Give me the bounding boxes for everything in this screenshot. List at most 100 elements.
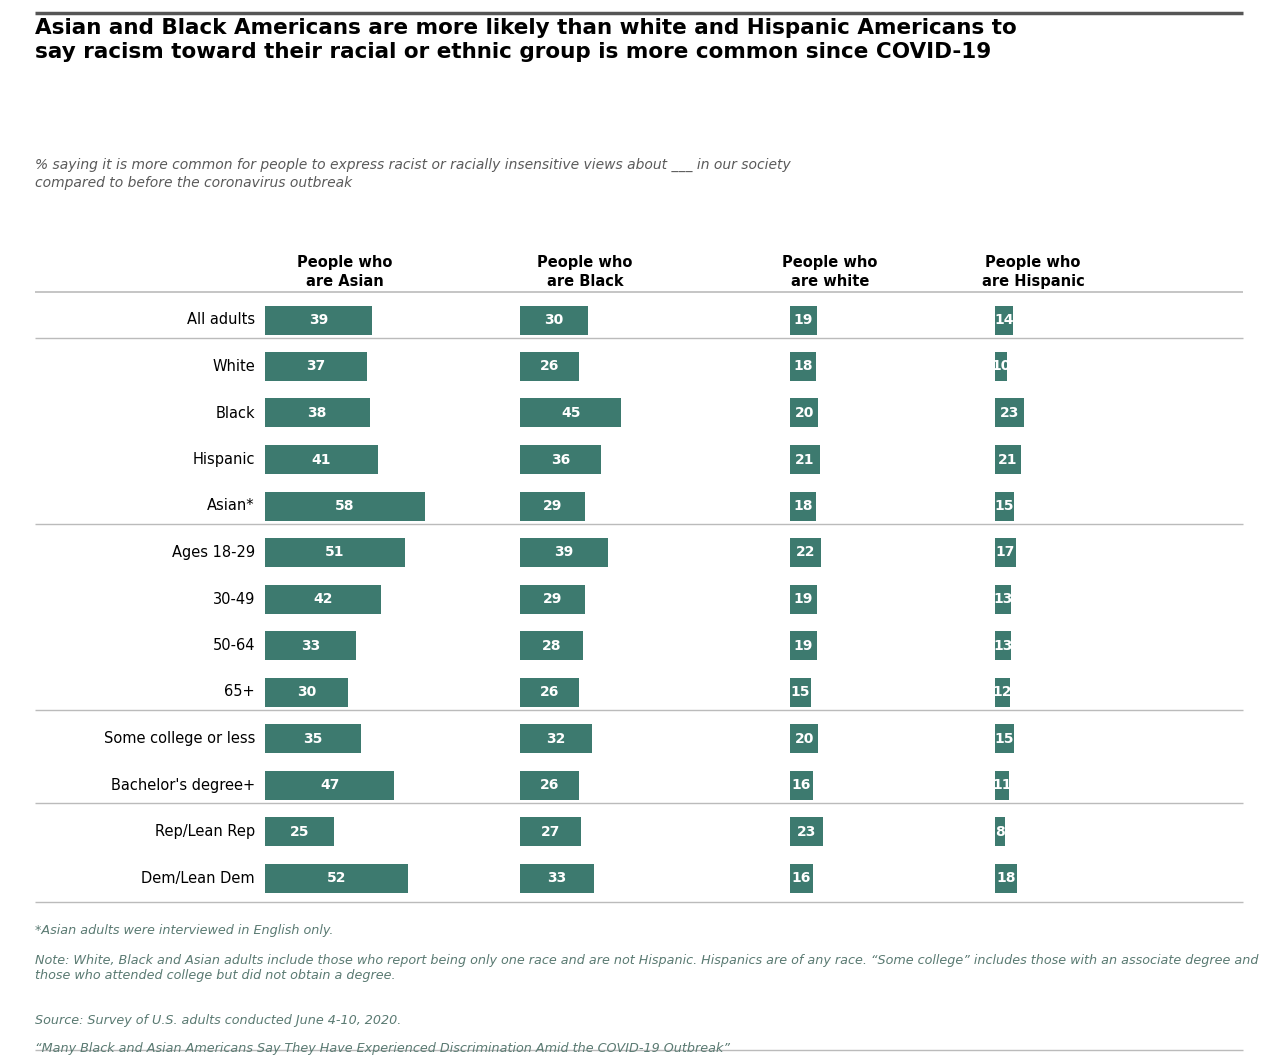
Text: 29: 29 [543, 592, 562, 606]
Bar [995, 678, 1011, 706]
Text: 37: 37 [307, 360, 326, 374]
Bar [265, 678, 347, 706]
Bar [995, 445, 1021, 474]
Text: *Asian adults were interviewed in English only.: *Asian adults were interviewed in Englis… [36, 924, 333, 937]
Bar [995, 538, 1016, 567]
Bar [790, 492, 815, 520]
Text: 41: 41 [312, 452, 331, 466]
Text: 39: 39 [309, 313, 328, 327]
Bar [520, 445, 601, 474]
Bar [520, 678, 578, 706]
Bar [265, 771, 394, 800]
Bar [995, 398, 1023, 428]
Bar [520, 724, 592, 753]
Text: 65+: 65+ [224, 685, 255, 700]
Bar [265, 398, 369, 428]
Bar [790, 631, 817, 660]
Bar [265, 631, 356, 660]
Text: % saying it is more common for people to express racist or racially insensitive : % saying it is more common for people to… [36, 158, 791, 190]
Text: 18: 18 [997, 871, 1016, 885]
Text: People who
are white: People who are white [782, 255, 877, 289]
Text: 21: 21 [795, 452, 814, 466]
Text: 12: 12 [993, 685, 1012, 699]
Text: 38: 38 [308, 406, 327, 419]
Text: 8: 8 [995, 824, 1004, 839]
Text: 30: 30 [544, 313, 563, 327]
Bar [265, 306, 373, 335]
Bar [520, 584, 586, 614]
Text: Rep/Lean Rep: Rep/Lean Rep [155, 824, 255, 839]
Bar [790, 678, 812, 706]
Text: 35: 35 [303, 732, 323, 746]
Text: 14: 14 [994, 313, 1013, 327]
Bar [995, 817, 1006, 846]
Text: Source: Survey of U.S. adults conducted June 4-10, 2020.: Source: Survey of U.S. adults conducted … [36, 1014, 401, 1027]
Text: 28: 28 [541, 638, 562, 652]
Text: Asian and Black Americans are more likely than white and Hispanic Americans to
s: Asian and Black Americans are more likel… [36, 18, 1017, 62]
Bar [520, 492, 586, 520]
Bar [265, 584, 380, 614]
Bar [790, 584, 817, 614]
Text: 32: 32 [547, 732, 566, 746]
Bar [520, 631, 583, 660]
Text: 27: 27 [540, 824, 560, 839]
Text: 20: 20 [795, 732, 814, 746]
Text: 15: 15 [994, 732, 1014, 746]
Bar [265, 724, 361, 753]
Text: 13: 13 [993, 592, 1013, 606]
Text: 47: 47 [320, 778, 340, 792]
Text: 19: 19 [794, 592, 813, 606]
Bar [790, 817, 823, 846]
Text: 26: 26 [540, 778, 559, 792]
Text: 58: 58 [335, 499, 355, 513]
Bar [520, 306, 587, 335]
Bar [790, 724, 818, 753]
Text: 51: 51 [326, 546, 345, 560]
Bar [520, 771, 578, 800]
Text: People who
are Hispanic: People who are Hispanic [981, 255, 1084, 289]
Text: 23: 23 [999, 406, 1019, 419]
Text: 11: 11 [992, 778, 1012, 792]
Bar [790, 445, 819, 474]
Bar [520, 538, 607, 567]
Text: Bachelor's degree+: Bachelor's degree+ [110, 777, 255, 792]
Text: 33: 33 [301, 638, 320, 652]
Bar [790, 306, 817, 335]
Text: 23: 23 [796, 824, 817, 839]
Bar [265, 492, 425, 520]
Text: 20: 20 [795, 406, 814, 419]
Text: Some college or less: Some college or less [104, 731, 255, 746]
Text: 18: 18 [792, 360, 813, 374]
Text: 42: 42 [313, 592, 332, 606]
Text: Note: White, Black and Asian adults include those who report being only one race: Note: White, Black and Asian adults incl… [36, 954, 1259, 982]
Bar [995, 863, 1017, 892]
Bar [790, 352, 815, 381]
Text: 19: 19 [794, 313, 813, 327]
Text: 50-64: 50-64 [213, 638, 255, 653]
Text: 18: 18 [792, 499, 813, 513]
Bar [265, 445, 378, 474]
Bar [995, 771, 1009, 800]
Bar [520, 863, 595, 892]
Bar [790, 398, 818, 428]
Bar [995, 724, 1013, 753]
Text: 30: 30 [297, 685, 316, 699]
Bar [265, 863, 408, 892]
Bar [995, 584, 1012, 614]
Text: 26: 26 [540, 360, 559, 374]
Text: 17: 17 [995, 546, 1016, 560]
Text: 21: 21 [998, 452, 1018, 466]
Bar [995, 631, 1012, 660]
Text: People who
are Black: People who are Black [538, 255, 633, 289]
Text: All adults: All adults [186, 312, 255, 327]
Text: 19: 19 [794, 638, 813, 652]
Bar [995, 352, 1008, 381]
Bar [520, 352, 578, 381]
Bar [995, 306, 1013, 335]
Text: 52: 52 [327, 871, 346, 885]
Text: Black: Black [216, 406, 255, 421]
Text: 22: 22 [796, 546, 815, 560]
Bar [265, 538, 406, 567]
Bar [790, 538, 822, 567]
Text: 10: 10 [992, 360, 1011, 374]
